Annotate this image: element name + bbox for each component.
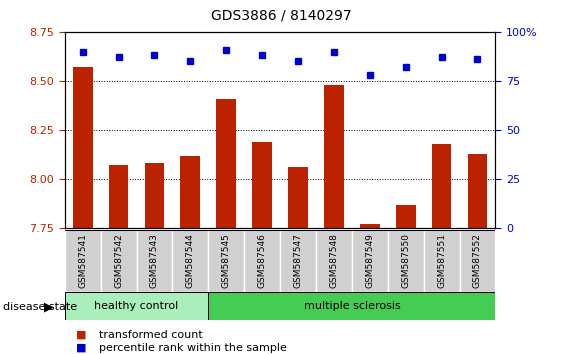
Bar [459, 230, 495, 292]
Bar [109, 165, 128, 228]
Bar [244, 230, 280, 292]
Text: transformed count: transformed count [99, 330, 202, 339]
Text: GSM587547: GSM587547 [293, 233, 302, 288]
Text: GSM587542: GSM587542 [114, 233, 123, 288]
Bar [288, 167, 308, 228]
Bar [181, 156, 200, 228]
Bar [208, 230, 244, 292]
Text: GSM587550: GSM587550 [401, 233, 410, 288]
Bar [352, 230, 388, 292]
Bar [172, 230, 208, 292]
Bar [208, 292, 495, 320]
Text: ■: ■ [76, 330, 87, 339]
Text: GSM587548: GSM587548 [329, 233, 338, 288]
Bar [145, 164, 164, 228]
Bar [388, 230, 424, 292]
Bar [280, 230, 316, 292]
Bar [468, 154, 488, 228]
Bar [101, 230, 137, 292]
Text: GDS3886 / 8140297: GDS3886 / 8140297 [211, 9, 352, 23]
Text: GSM587541: GSM587541 [78, 233, 87, 288]
Bar [65, 230, 101, 292]
Bar [252, 142, 272, 228]
Bar [424, 230, 459, 292]
Bar [324, 85, 344, 228]
Bar [216, 99, 236, 228]
Text: GSM587546: GSM587546 [258, 233, 267, 288]
Text: GSM587544: GSM587544 [186, 233, 195, 288]
Bar [316, 230, 352, 292]
Text: GSM587549: GSM587549 [365, 233, 374, 288]
Text: GSM587545: GSM587545 [222, 233, 231, 288]
Text: ▶: ▶ [44, 301, 54, 313]
Text: GSM587543: GSM587543 [150, 233, 159, 288]
Bar [396, 205, 415, 228]
Bar [73, 67, 92, 228]
Text: percentile rank within the sample: percentile rank within the sample [99, 343, 287, 353]
Text: GSM587551: GSM587551 [437, 233, 446, 288]
Text: multiple sclerosis: multiple sclerosis [303, 301, 400, 311]
Bar [137, 230, 172, 292]
Bar [432, 144, 452, 228]
Bar [65, 292, 208, 320]
Text: disease state: disease state [3, 302, 77, 312]
Text: ■: ■ [76, 343, 87, 353]
Text: healthy control: healthy control [95, 301, 178, 311]
Bar [360, 224, 379, 228]
Text: GSM587552: GSM587552 [473, 233, 482, 288]
